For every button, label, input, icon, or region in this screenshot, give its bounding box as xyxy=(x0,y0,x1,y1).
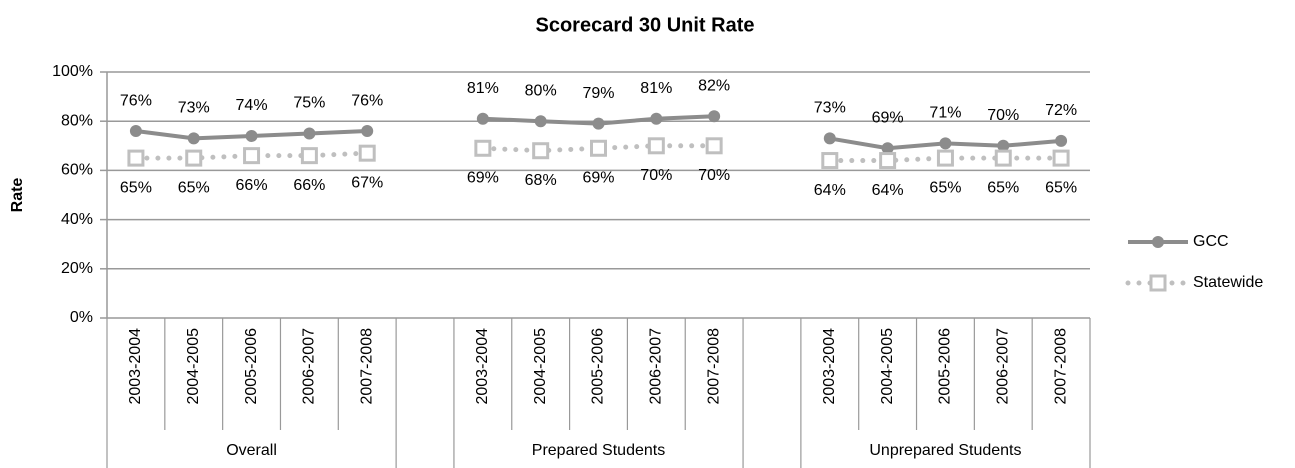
x-tick-label: 2004-2005 xyxy=(185,328,202,405)
data-point xyxy=(997,139,1010,152)
data-point xyxy=(243,147,261,165)
y-tick-label: 0% xyxy=(70,309,93,326)
data-label: 68% xyxy=(525,172,557,189)
data-point xyxy=(823,132,836,145)
data-label: 79% xyxy=(582,85,614,102)
data-point xyxy=(185,149,203,167)
legend-marker xyxy=(1152,236,1164,248)
x-tick-label: 2003-2004 xyxy=(821,328,838,405)
x-tick-label: 2005-2006 xyxy=(937,328,954,405)
chart-title: Scorecard 30 Unit Rate xyxy=(536,14,755,36)
y-tick-label: 60% xyxy=(61,162,93,179)
data-label: 73% xyxy=(178,100,210,117)
data-point xyxy=(187,132,200,145)
legend-label: Statewide xyxy=(1193,274,1263,291)
group-label: Overall xyxy=(226,442,277,459)
data-point xyxy=(592,117,605,130)
data-label: 82% xyxy=(698,77,730,94)
data-label: 76% xyxy=(120,92,152,109)
data-label: 71% xyxy=(929,105,961,122)
data-point xyxy=(358,144,376,162)
data-label: 81% xyxy=(640,80,672,97)
y-tick-label: 100% xyxy=(52,63,93,80)
data-label: 70% xyxy=(640,167,672,184)
data-point xyxy=(881,142,894,155)
data-point xyxy=(821,152,839,170)
data-label: 74% xyxy=(236,97,268,114)
data-label: 81% xyxy=(467,80,499,97)
x-tick-label: 2005-2006 xyxy=(590,328,607,405)
data-point xyxy=(303,127,316,140)
x-tick-label: 2007-2008 xyxy=(1052,328,1069,405)
group-label: Prepared Students xyxy=(532,442,665,459)
data-point xyxy=(936,149,954,167)
x-tick-label: 2006-2007 xyxy=(994,328,1011,405)
data-label: 70% xyxy=(987,107,1019,124)
data-point xyxy=(708,110,721,123)
y-tick-label: 20% xyxy=(61,260,93,277)
y-axis-title: Rate xyxy=(9,178,26,213)
x-tick-label: 2003-2004 xyxy=(474,328,491,405)
group-label: Unprepared Students xyxy=(869,442,1021,459)
x-tick-label: 2004-2005 xyxy=(879,328,896,405)
data-point xyxy=(476,112,489,125)
data-label: 65% xyxy=(120,179,152,196)
data-label: 67% xyxy=(351,174,383,191)
data-point xyxy=(879,152,897,170)
y-tick-label: 80% xyxy=(61,112,93,129)
data-point xyxy=(361,125,374,138)
x-tick-label: 2006-2007 xyxy=(648,328,665,405)
legend-label: GCC xyxy=(1193,233,1229,250)
x-tick-label: 2003-2004 xyxy=(127,328,144,405)
data-label: 69% xyxy=(872,109,904,126)
y-tick-label: 40% xyxy=(61,211,93,228)
data-point xyxy=(245,129,258,142)
data-point xyxy=(1055,134,1068,147)
data-point xyxy=(127,149,145,167)
data-label: 70% xyxy=(698,167,730,184)
data-point xyxy=(1052,149,1070,167)
x-tick-label: 2007-2008 xyxy=(705,328,722,405)
data-point xyxy=(590,139,607,157)
data-label: 72% xyxy=(1045,102,1077,119)
data-label: 66% xyxy=(293,177,325,194)
data-label: 76% xyxy=(351,92,383,109)
x-tick-label: 2004-2005 xyxy=(532,328,549,405)
data-label: 69% xyxy=(467,169,499,186)
data-label: 65% xyxy=(987,179,1019,196)
data-label: 66% xyxy=(236,177,268,194)
data-point xyxy=(705,137,723,155)
data-label: 80% xyxy=(525,82,557,99)
data-point xyxy=(532,142,550,160)
data-label: 65% xyxy=(1045,179,1077,196)
data-point xyxy=(994,149,1012,167)
data-label: 64% xyxy=(872,182,904,199)
x-tick-label: 2005-2006 xyxy=(243,328,260,405)
data-label: 65% xyxy=(178,179,210,196)
legend-marker xyxy=(1149,274,1167,292)
data-point xyxy=(650,112,663,125)
data-label: 65% xyxy=(929,179,961,196)
data-point xyxy=(129,125,142,138)
data-point xyxy=(300,147,318,165)
data-point xyxy=(474,139,492,157)
x-tick-label: 2007-2008 xyxy=(358,328,375,405)
x-tick-label: 2006-2007 xyxy=(301,328,318,405)
data-label: 75% xyxy=(293,95,325,112)
data-point xyxy=(647,137,665,155)
data-point xyxy=(939,137,952,150)
data-label: 64% xyxy=(814,182,846,199)
data-point xyxy=(534,115,547,128)
data-label: 69% xyxy=(582,169,614,186)
data-label: 73% xyxy=(814,100,846,117)
